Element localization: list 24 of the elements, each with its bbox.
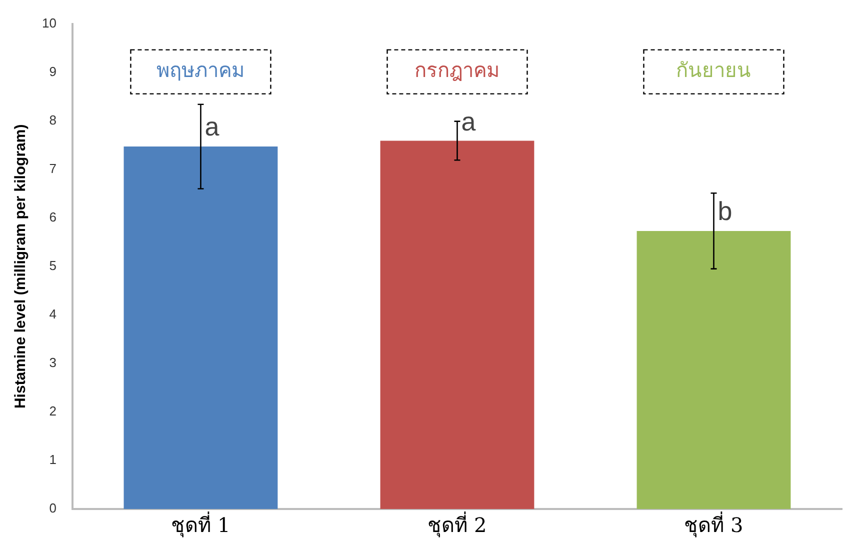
y-tick-label: 5 [49,258,56,273]
y-tick-label: 9 [49,64,56,79]
y-tick-label: 7 [49,160,56,176]
annotation: กรกฎาคม [414,58,500,82]
y-axis-title: Histamine level (milligram per kilogram) [12,124,30,409]
annotation: a [461,106,476,136]
x-tick-label: ชุดที่ 1 [171,511,230,538]
y-tick-label: 2 [49,404,56,419]
annotation: b [718,196,732,226]
y-tick-label: 1 [49,452,56,468]
annotation: a [204,111,220,142]
annotation: กันยายน [676,58,752,82]
x-tick-label: ชุดที่ 3 [684,511,744,538]
y-tick-label: 0 [49,500,56,516]
bar [124,146,278,509]
y-tick-label: 10 [42,15,56,30]
y-tick-label: 8 [49,112,56,128]
y-tick-label: 6 [49,209,56,224]
y-tick-label: 3 [49,355,56,370]
x-tick-label: ชุดที่ 2 [428,511,487,538]
bar [636,230,791,509]
annotation: พฤษภาคม [156,58,245,82]
y-tick-label: 4 [49,306,56,322]
bar [380,140,534,509]
